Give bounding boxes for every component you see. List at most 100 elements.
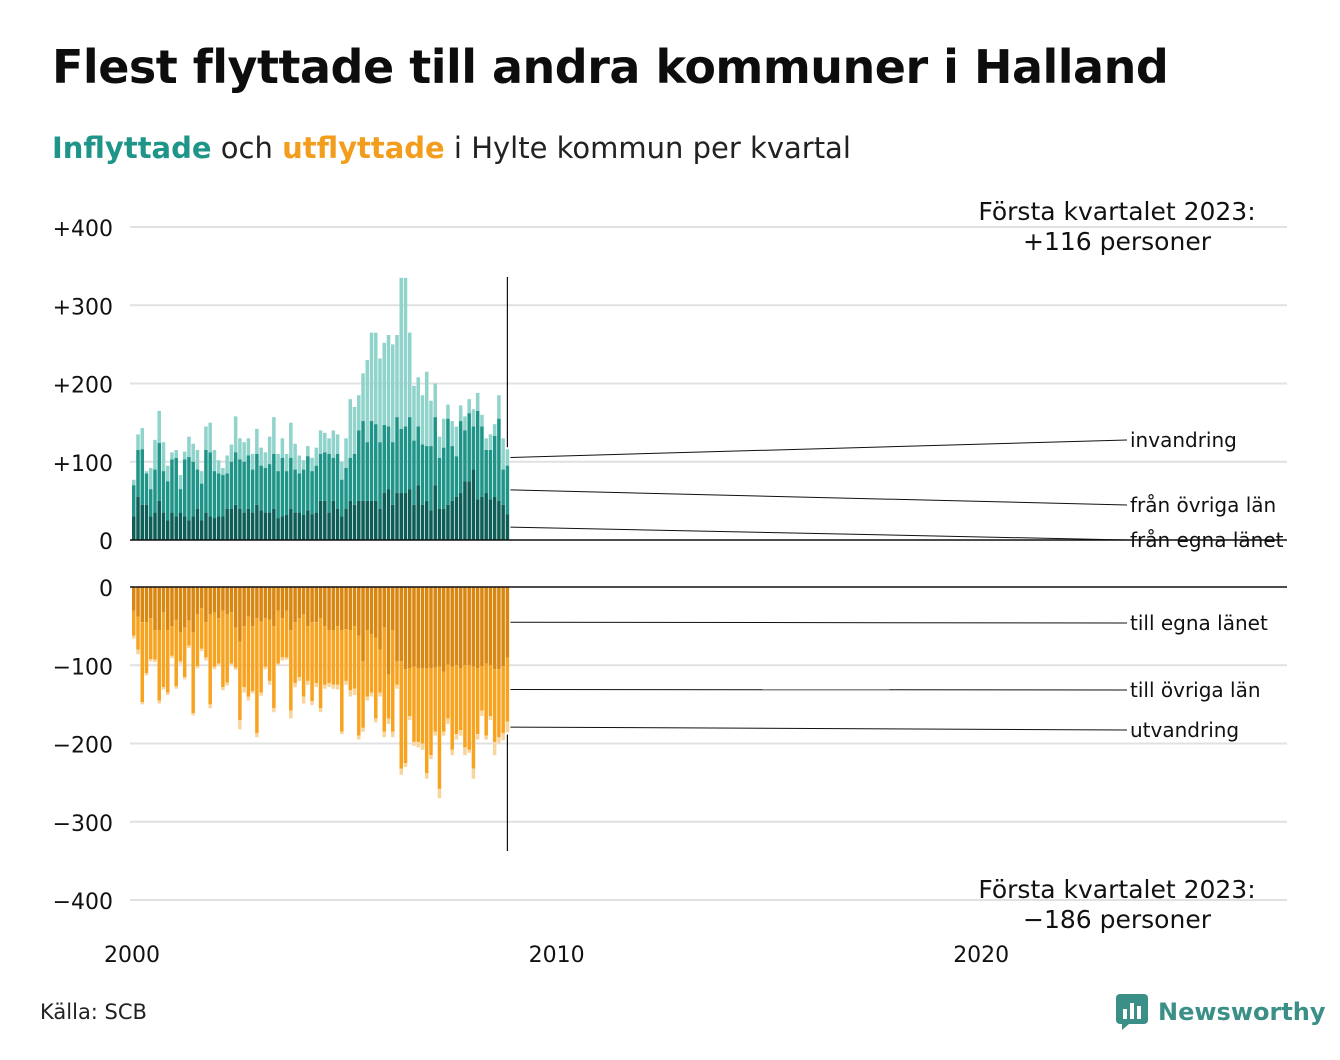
bar-in-ovriga-lan: [280, 457, 285, 517]
bar-in-egna-lanet: [225, 508, 229, 540]
bar-out-egna-lanet: [148, 587, 153, 619]
bar-out-utvandring: [199, 648, 204, 652]
bar-out-utvandring: [484, 735, 488, 740]
bar-out-ovriga-lan: [318, 618, 323, 709]
bar-in-ovriga-lan: [216, 473, 221, 517]
bar-out-egna-lanet: [259, 587, 263, 622]
bar-out-utvandring: [267, 680, 272, 685]
bar-out-ovriga-lan: [441, 671, 446, 732]
bar-out-egna-lanet: [471, 587, 476, 667]
bar-out-ovriga-lan: [182, 627, 187, 677]
bar-in-ovriga-lan: [233, 452, 238, 505]
bar-out-ovriga-lan: [195, 614, 200, 667]
bar-in-invandring: [216, 460, 221, 474]
bar-out-ovriga-lan: [229, 612, 234, 664]
bar-out-utvandring: [480, 710, 484, 717]
bar-in-invandring: [348, 399, 353, 458]
bar-out-utvandring: [263, 666, 268, 670]
bar-out-utvandring: [174, 686, 178, 689]
bar-out-ovriga-lan: [399, 661, 403, 769]
bar-in-egna-lanet: [306, 510, 310, 540]
bar-in-ovriga-lan: [378, 442, 382, 509]
bar-in-egna-lanet: [161, 512, 166, 540]
bar-out-utvandring: [140, 702, 144, 705]
bar-in-egna-lanet: [450, 500, 454, 540]
bar-out-utvandring: [335, 684, 340, 690]
bar-in-egna-lanet: [412, 504, 416, 540]
bar-in-egna-lanet: [407, 489, 412, 540]
bar-in-invandring: [263, 452, 268, 469]
bar-out-utvandring: [284, 657, 289, 660]
bar-in-invandring: [140, 428, 144, 450]
bar-in-egna-lanet: [187, 520, 191, 540]
bar-in-egna-lanet: [352, 504, 357, 540]
bar-out-egna-lanet: [284, 587, 289, 611]
bar-out-ovriga-lan: [276, 610, 280, 664]
bar-in-invandring: [484, 438, 488, 451]
bar-out-ovriga-lan: [221, 610, 225, 688]
bar-out-ovriga-lan: [488, 665, 493, 717]
bar-in-ovriga-lan: [263, 468, 268, 513]
bar-out-egna-lanet: [323, 587, 327, 627]
bar-in-egna-lanet: [395, 493, 399, 540]
bar-in-ovriga-lan: [157, 442, 161, 501]
bar-in-egna-lanet: [357, 500, 361, 540]
bar-in-egna-lanet: [446, 504, 450, 540]
bar-in-ovriga-lan: [187, 457, 191, 521]
bar-in-egna-lanet: [501, 504, 505, 540]
bar-out-utvandring: [441, 731, 446, 736]
bar-in-ovriga-lan: [310, 471, 314, 515]
bar-out-ovriga-lan: [340, 630, 344, 732]
bar-out-egna-lanet: [318, 587, 323, 619]
bar-out-utvandring: [412, 741, 416, 746]
bar-in-ovriga-lan: [170, 459, 174, 513]
bar-out-egna-lanet: [420, 587, 425, 669]
bar-out-egna-lanet: [467, 587, 471, 666]
bar-out-egna-lanet: [140, 587, 144, 623]
bar-out-utvandring: [344, 680, 348, 685]
bar-in-invandring: [488, 434, 493, 451]
bar-out-ovriga-lan: [306, 626, 310, 681]
bar-in-invandring: [463, 416, 467, 431]
bar-out-ovriga-lan: [386, 674, 391, 719]
bar-out-egna-lanet: [361, 587, 365, 662]
bar-in-ovriga-lan: [208, 452, 212, 517]
bar-out-ovriga-lan: [484, 663, 488, 736]
bar-out-ovriga-lan: [395, 661, 399, 685]
bar-in-ovriga-lan: [416, 426, 420, 486]
bar-out-ovriga-lan: [165, 630, 170, 693]
bar-out-egna-lanet: [492, 587, 497, 670]
bar-out-egna-lanet: [424, 587, 429, 669]
bar-in-invandring: [153, 439, 157, 470]
bar-out-utvandring: [170, 655, 174, 659]
bar-in-invandring: [289, 422, 293, 458]
bar-out-ovriga-lan: [403, 669, 408, 764]
bar-in-invandring: [501, 438, 505, 470]
bar-out-ovriga-lan: [357, 635, 361, 736]
bar-in-egna-lanet: [263, 512, 268, 540]
bar-out-utvandring: [378, 692, 382, 697]
bar-out-egna-lanet: [153, 587, 157, 631]
bar-in-invandring: [242, 442, 246, 462]
bar-out-ovriga-lan: [170, 626, 174, 656]
bar-out-ovriga-lan: [437, 666, 442, 789]
bar-out-ovriga-lan: [374, 637, 378, 719]
bar-out-egna-lanet: [208, 587, 212, 615]
brand[interactable]: Newsworthy: [1116, 992, 1326, 1032]
bar-in-invandring: [361, 373, 365, 422]
bar-in-egna-lanet: [246, 508, 251, 540]
bar-out-egna-lanet: [195, 587, 200, 615]
bar-in-invandring: [178, 475, 183, 490]
y-tick-label: +400: [53, 217, 113, 242]
bar-out-ovriga-lan: [297, 618, 302, 677]
source-note: Källa: SCB: [40, 1000, 147, 1024]
bar-out-egna-lanet: [297, 587, 302, 619]
bar-out-egna-lanet: [344, 587, 348, 630]
bar-out-egna-lanet: [437, 587, 442, 667]
bar-out-egna-lanet: [458, 587, 463, 669]
bar-in-ovriga-lan: [297, 473, 302, 513]
bar-out-ovriga-lan: [225, 614, 229, 683]
bar-in-egna-lanet: [216, 516, 221, 540]
bar-in-egna-lanet: [289, 508, 293, 540]
bar-in-egna-lanet: [276, 518, 280, 540]
